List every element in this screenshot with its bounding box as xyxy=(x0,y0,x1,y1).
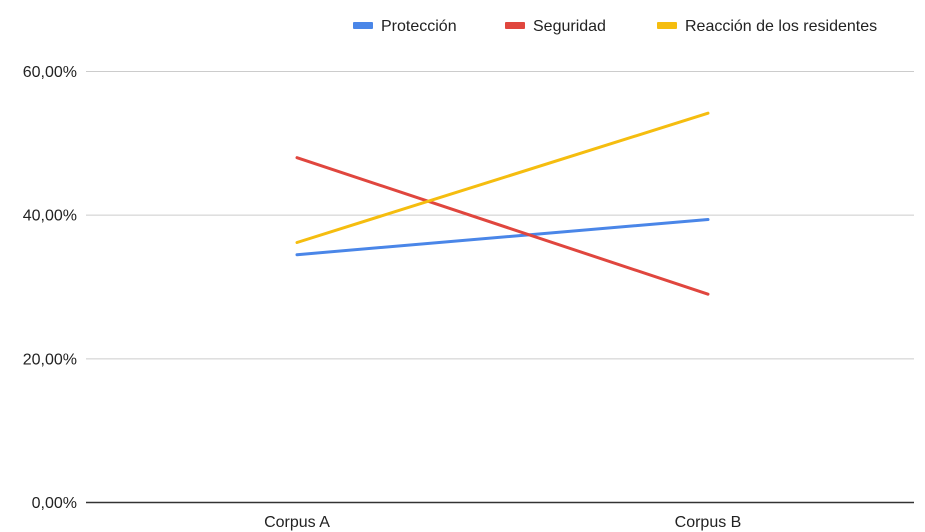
legend-swatch xyxy=(657,22,677,29)
series-line xyxy=(295,111,710,244)
y-axis-tick-labels: 0,00% 20,00% 40,00% 60,00% xyxy=(23,64,77,512)
series-line xyxy=(295,156,710,296)
x-tick-label: Corpus A xyxy=(264,514,330,531)
series-2 xyxy=(295,111,710,244)
legend-label: Protección xyxy=(381,18,457,35)
legend-swatch xyxy=(505,22,525,29)
x-axis-tick-labels: Corpus A Corpus B xyxy=(264,514,741,531)
legend-item: Seguridad xyxy=(505,18,606,35)
chart-series xyxy=(295,111,710,296)
series-line xyxy=(295,218,710,257)
series-1 xyxy=(295,156,710,296)
chart-gridlines xyxy=(86,71,914,504)
y-tick-label: 40,00% xyxy=(23,208,77,225)
legend-item: Reacción de los residentes xyxy=(657,18,877,35)
legend-item: Protección xyxy=(353,18,457,35)
chart-legend: Protección Seguridad Reacción de los resid… xyxy=(353,18,877,35)
y-tick-label: 60,00% xyxy=(23,64,77,81)
series-0 xyxy=(295,218,710,257)
y-tick-label: 20,00% xyxy=(23,351,77,368)
legend-label: Reacción de los residentes xyxy=(685,18,877,35)
x-tick-label: Corpus B xyxy=(675,514,742,531)
y-tick-label: 0,00% xyxy=(32,495,77,512)
legend-label: Seguridad xyxy=(533,18,606,35)
legend-swatch xyxy=(353,22,373,29)
